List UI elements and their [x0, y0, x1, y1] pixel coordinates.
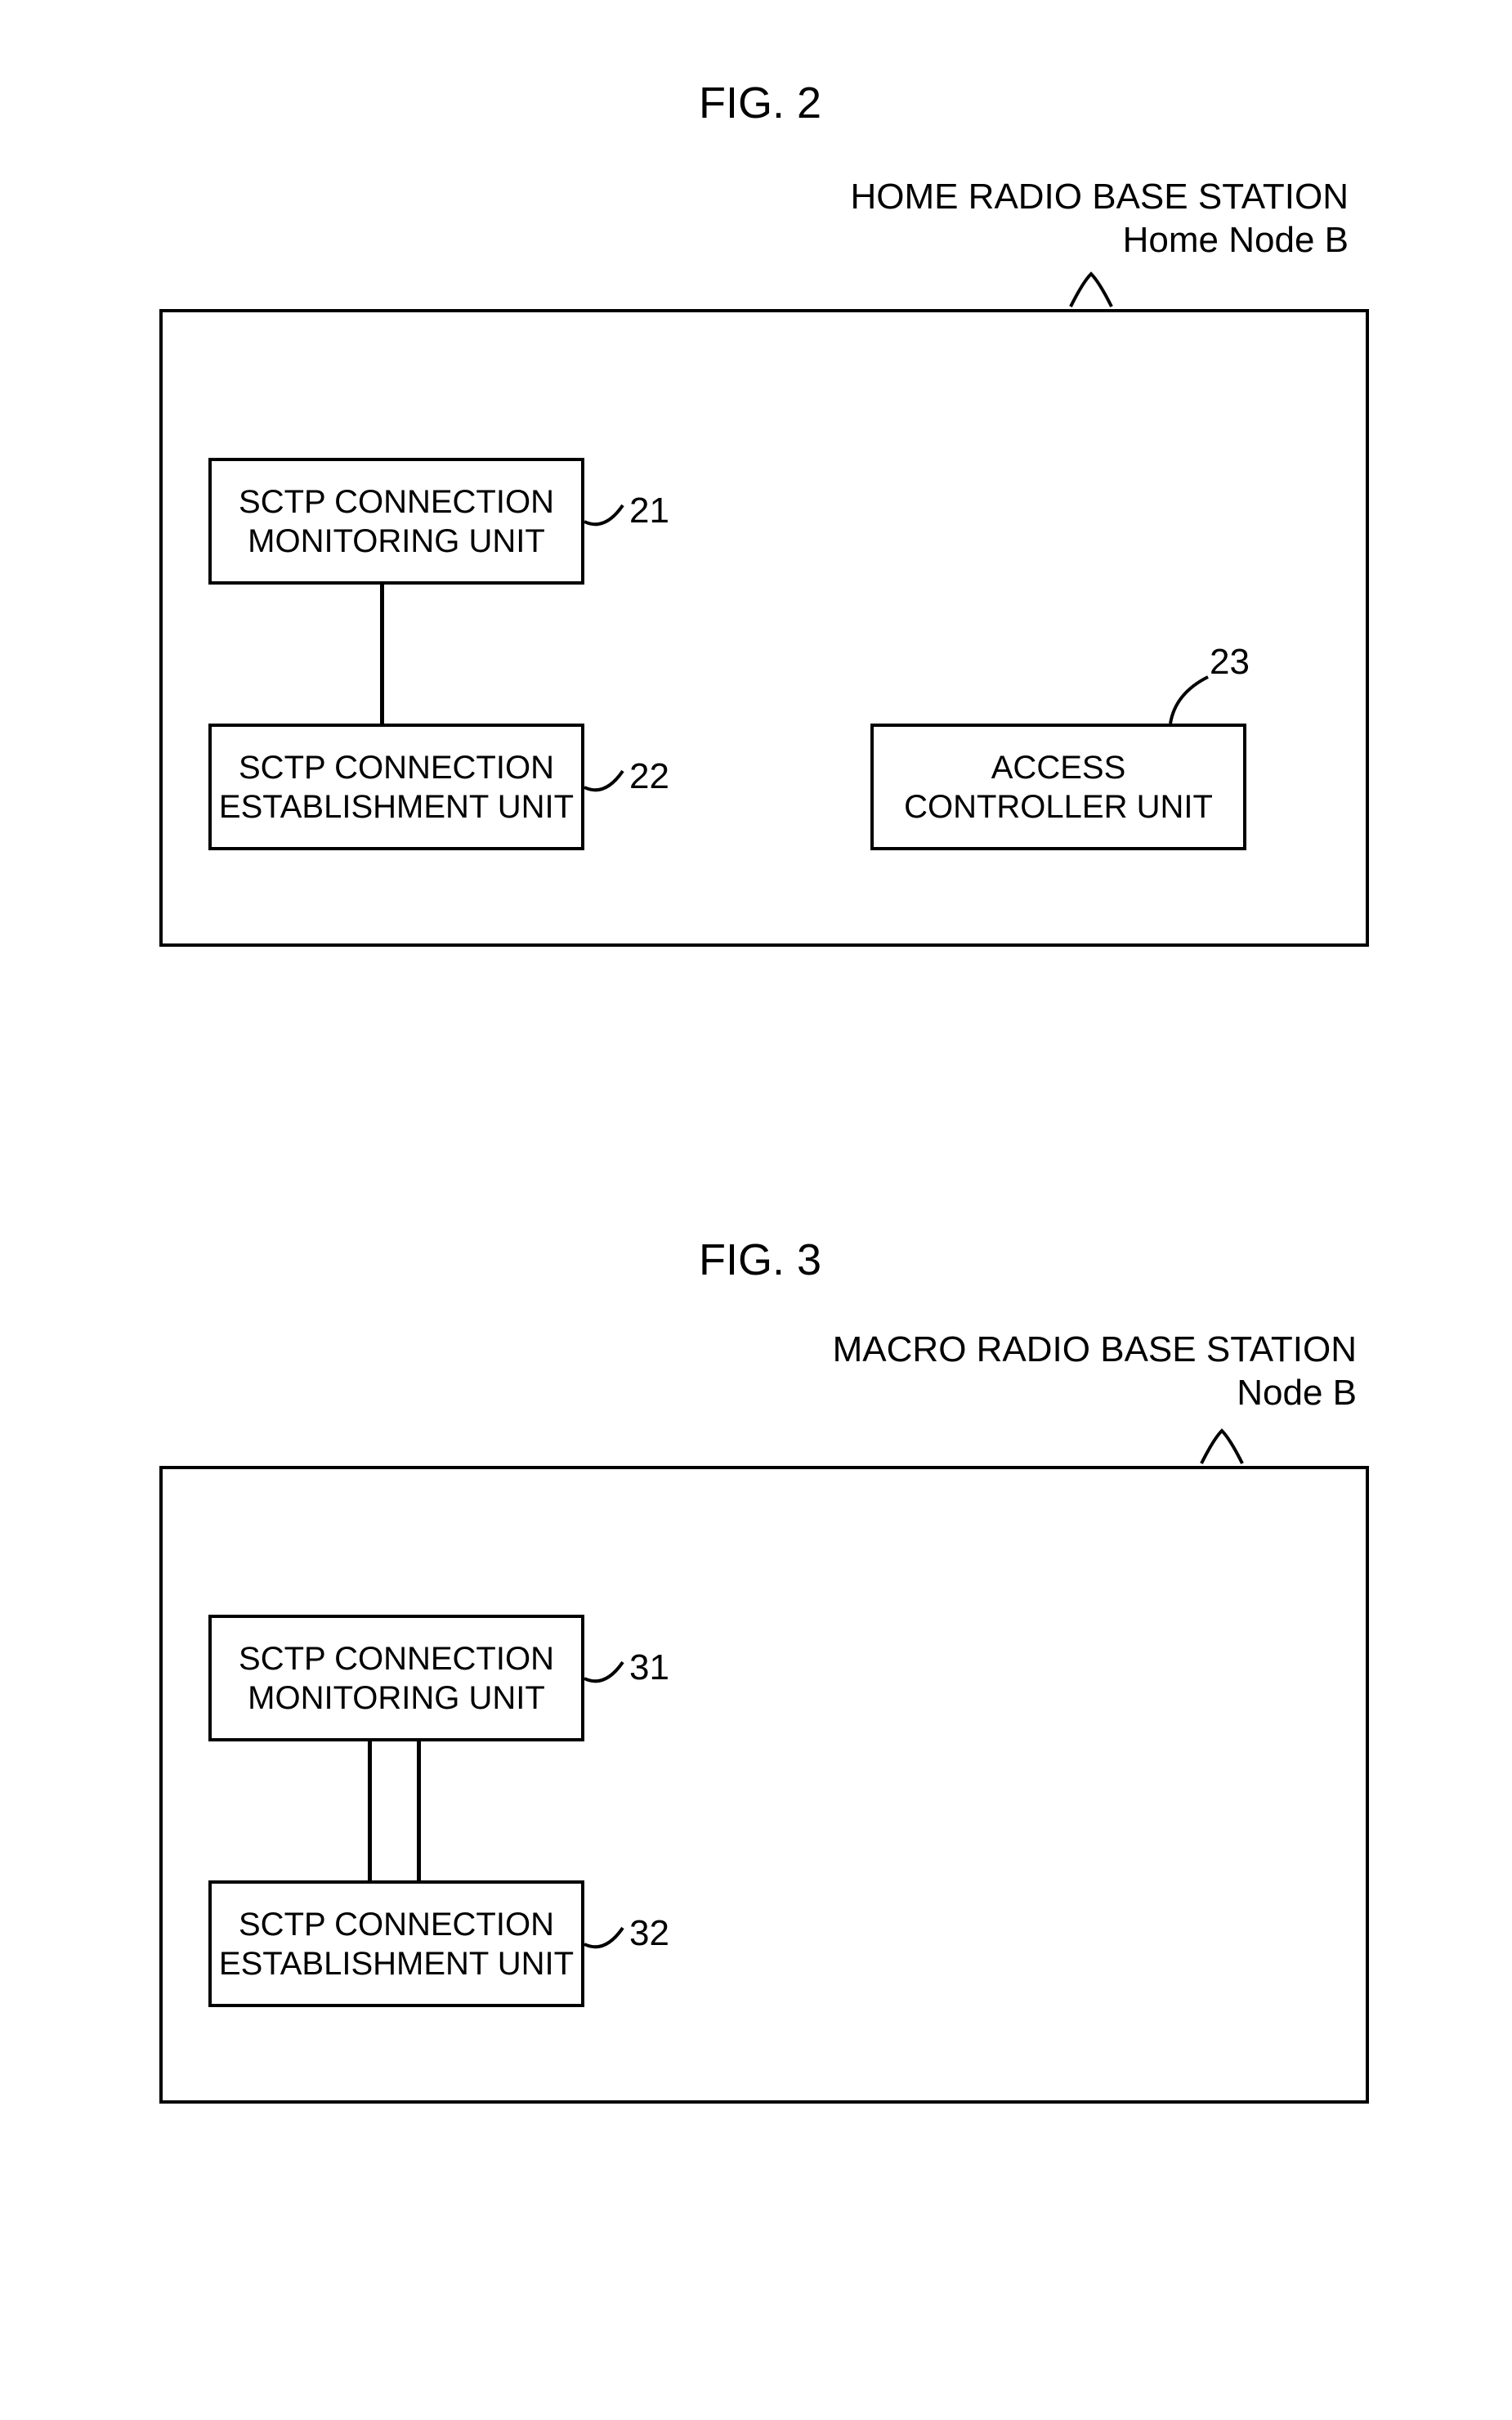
fig2-b22-line1: SCTP CONNECTION	[239, 750, 554, 786]
fig2-b21-line1: SCTP CONNECTION	[239, 484, 554, 520]
fig3-outer-box	[159, 1466, 1369, 2104]
fig3-box-sctp-monitoring: SCTP CONNECTION MONITORING UNIT	[208, 1615, 584, 1741]
fig2-outer-label: HOME RADIO BASE STATION Home Node B	[678, 176, 1349, 262]
fig2-b22-line2: ESTABLISHMENT UNIT	[219, 789, 574, 825]
fig3-ref-31: 31	[629, 1647, 669, 1688]
fig3-outer-label-line1: MACRO RADIO BASE STATION	[833, 1329, 1357, 1369]
fig3-b32-line2: ESTABLISHMENT UNIT	[219, 1946, 574, 1982]
fig2-ref-22: 22	[629, 756, 669, 797]
fig2-b23-line2: CONTROLLER UNIT	[904, 789, 1213, 825]
fig2-ref-21: 21	[629, 491, 669, 531]
fig3-outer-label-line2: Node B	[1237, 1373, 1357, 1413]
fig3-outer-label: MACRO RADIO BASE STATION Node B	[662, 1329, 1357, 1415]
fig2-outer-label-line2: Home Node B	[1123, 220, 1349, 260]
fig3-connector-31-32-b	[417, 1741, 421, 1880]
fig2-ref-23: 23	[1210, 642, 1250, 683]
fig3-title: FIG. 3	[654, 1235, 866, 1285]
fig2-b23-line1: ACCESS	[991, 750, 1126, 786]
fig3-b32-line1: SCTP CONNECTION	[239, 1907, 554, 1943]
fig2-connector-21-22	[380, 585, 384, 724]
fig3-connector-31-32-a	[368, 1741, 372, 1880]
fig2-b21-line2: MONITORING UNIT	[248, 523, 545, 559]
fig2-title: FIG. 2	[654, 78, 866, 128]
fig3-b31-line1: SCTP CONNECTION	[239, 1641, 554, 1677]
fig2-bracket	[1067, 262, 1116, 311]
fig2-box-sctp-monitoring: SCTP CONNECTION MONITORING UNIT	[208, 458, 584, 585]
fig2-outer-label-line1: HOME RADIO BASE STATION	[850, 177, 1349, 217]
fig2-box-access-controller: ACCESS CONTROLLER UNIT	[870, 724, 1246, 850]
fig3-box-sctp-establishment: SCTP CONNECTION ESTABLISHMENT UNIT	[208, 1880, 584, 2007]
fig2-box-sctp-establishment: SCTP CONNECTION ESTABLISHMENT UNIT	[208, 724, 584, 850]
fig3-ref-32: 32	[629, 1913, 669, 1954]
fig3-b31-line2: MONITORING UNIT	[248, 1680, 545, 1716]
fig3-bracket	[1197, 1418, 1246, 1468]
fig2-outer-box	[159, 309, 1369, 947]
